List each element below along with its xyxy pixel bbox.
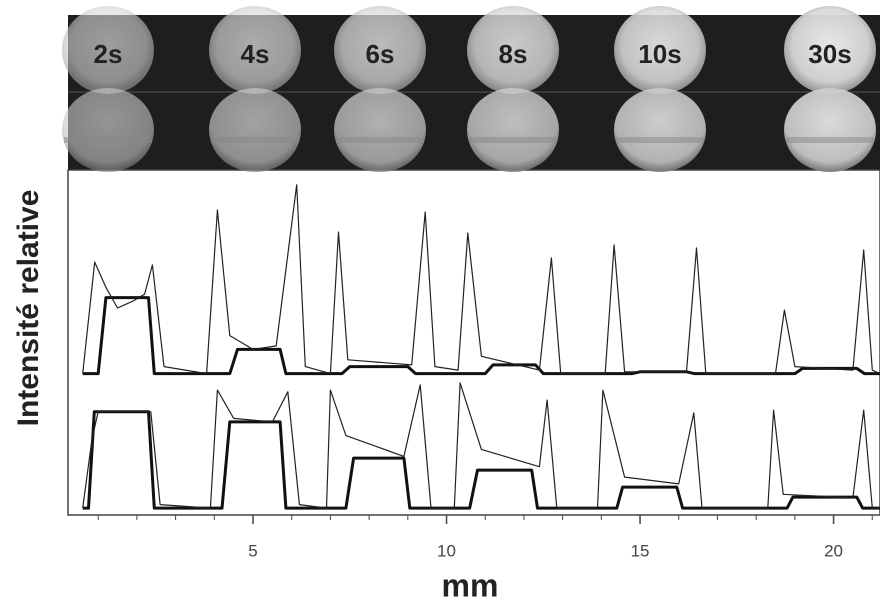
sample-disc bbox=[467, 88, 559, 172]
x-tick-label: 20 bbox=[824, 541, 843, 560]
sample-disc bbox=[334, 88, 426, 172]
x-tick-label: 15 bbox=[631, 541, 650, 560]
sample-disc bbox=[62, 88, 154, 172]
panel-label: 2s bbox=[94, 39, 123, 69]
sample-disc bbox=[784, 6, 876, 94]
plot-frame bbox=[67, 169, 880, 516]
panel-label: 8s bbox=[499, 39, 528, 69]
profile-line bbox=[82, 296, 880, 376]
sample-disc bbox=[614, 6, 706, 94]
profile-line bbox=[82, 382, 880, 509]
panel-label: 30s bbox=[808, 39, 851, 69]
sample-disc bbox=[467, 6, 559, 94]
profile-line bbox=[82, 410, 880, 510]
sample-disc bbox=[614, 88, 706, 172]
sample-disc bbox=[209, 88, 301, 172]
sample-disc bbox=[784, 88, 876, 172]
sample-disc bbox=[62, 6, 154, 94]
panel-label: 6s bbox=[366, 39, 395, 69]
y-axis-label: Intensité relative bbox=[12, 190, 45, 427]
sample-disc bbox=[334, 6, 426, 94]
x-tick-label: 10 bbox=[437, 541, 456, 560]
profile-line bbox=[82, 184, 880, 375]
x-axis-label: mm bbox=[442, 567, 499, 602]
panel-label: 4s bbox=[241, 39, 270, 69]
sample-disc bbox=[209, 6, 301, 94]
x-tick-label: 5 bbox=[248, 541, 257, 560]
panel-label: 10s bbox=[638, 39, 681, 69]
